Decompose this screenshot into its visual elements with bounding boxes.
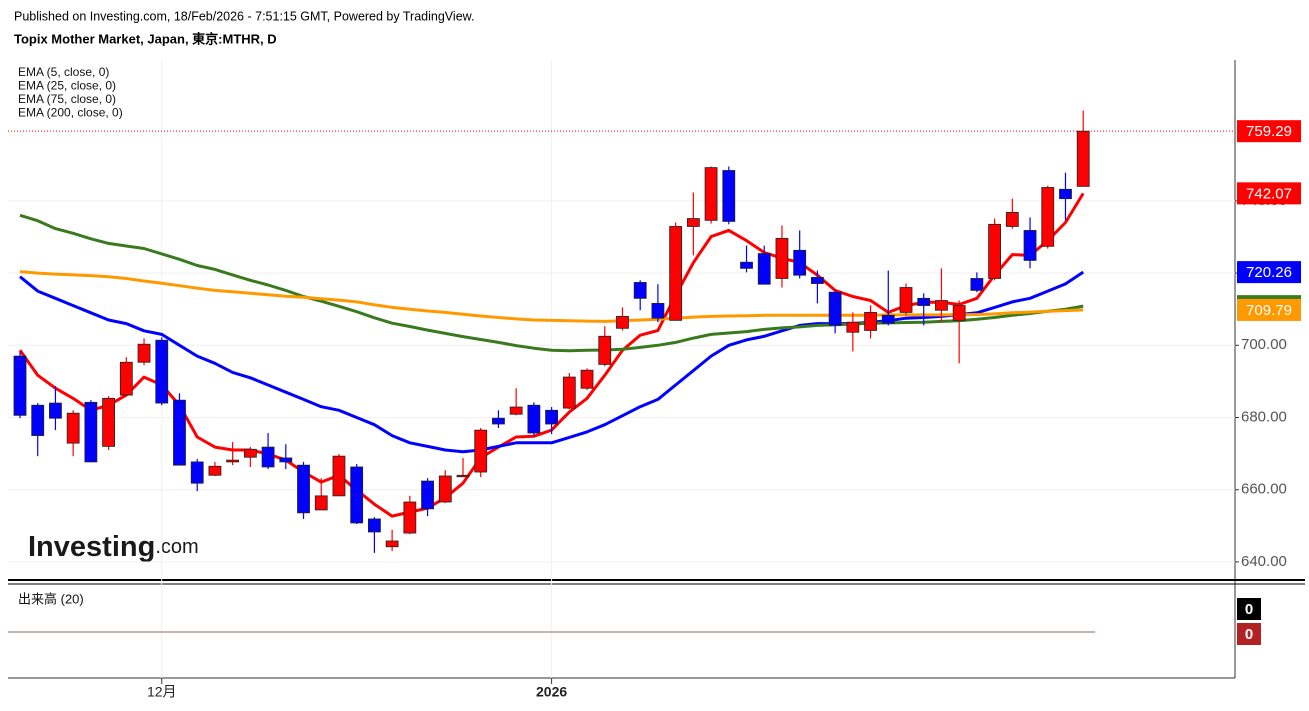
candle-body	[137, 343, 151, 363]
price-badge-label: 759.29	[1246, 123, 1292, 140]
candle-body	[421, 480, 434, 510]
candle-body	[509, 406, 523, 415]
price-badge	[1237, 298, 1301, 321]
price-badge-label: 720.26	[1246, 264, 1292, 281]
candle-body	[686, 218, 700, 227]
candle-body	[598, 335, 612, 365]
candle-body	[633, 282, 647, 299]
price-badge-label: 742.07	[1246, 185, 1292, 202]
candle-body	[438, 475, 452, 503]
candle-body	[1005, 211, 1019, 227]
candle-body	[740, 261, 753, 269]
candle-body	[616, 315, 629, 329]
candle-body	[314, 495, 328, 511]
volume-badge-label: 0	[1245, 626, 1253, 643]
ema-line	[19, 270, 1085, 454]
candles	[13, 110, 1090, 553]
volume-badge-label: 0	[1245, 601, 1253, 618]
candle-body	[988, 223, 1001, 279]
candle-body	[297, 464, 310, 514]
candle-body	[84, 401, 98, 463]
candle-body	[173, 399, 186, 466]
x-tick-label: 2026	[536, 684, 567, 700]
candle-body	[1023, 230, 1037, 261]
candle-body	[279, 457, 293, 463]
candle-body	[208, 465, 222, 476]
candle-body	[793, 249, 807, 276]
candle-body	[775, 237, 789, 279]
logo-suffix: .com	[155, 536, 198, 558]
candle-body	[492, 417, 505, 425]
candle-body	[332, 455, 346, 497]
candle-body	[669, 226, 683, 321]
x-tick-label: 12月	[147, 684, 177, 700]
candle-body	[1076, 130, 1090, 187]
candle-body	[899, 287, 913, 313]
candle-body	[66, 412, 80, 444]
candle-body	[527, 404, 541, 434]
candle-body	[562, 376, 576, 409]
candle-body	[226, 459, 240, 463]
candle-body	[1041, 187, 1055, 247]
candle-body	[935, 300, 948, 311]
candle-body	[456, 474, 470, 478]
price-badge	[1237, 182, 1301, 205]
candle-body	[881, 314, 895, 324]
candle-body	[580, 369, 594, 389]
candle-body	[403, 501, 417, 534]
candle-body	[811, 276, 824, 284]
candle-body	[757, 253, 771, 285]
price-badge	[1237, 120, 1301, 143]
candle-body	[704, 167, 718, 221]
labels: 640.00660.00680.00700.00720.00740.0012月2…	[18, 65, 1301, 700]
candle-body	[864, 312, 877, 331]
candle-body	[190, 461, 204, 484]
candle-body	[119, 361, 133, 396]
y-tick-label: 660.00	[1241, 481, 1287, 498]
candle-body	[350, 466, 364, 524]
published-note: Published on Investing.com, 18/Feb/2026 …	[14, 9, 474, 23]
candle-body	[722, 170, 736, 222]
y-tick-label: 640.00	[1241, 553, 1287, 570]
legend-entry: EMA (75, close, 0)	[18, 92, 116, 106]
candle-body	[49, 402, 62, 419]
candle-body	[385, 540, 399, 548]
logo: Investing.com	[28, 531, 199, 563]
candle-body	[828, 291, 842, 326]
candle-body	[846, 321, 860, 333]
candle-body	[261, 446, 275, 468]
candle-body	[31, 404, 45, 436]
candle-body	[970, 278, 984, 291]
volume-badge	[1237, 598, 1261, 620]
legend-entry: EMA (5, close, 0)	[18, 65, 109, 79]
volume-label: 出来高 (20)	[18, 591, 84, 606]
candle-body	[243, 448, 257, 458]
logo-name: Investing	[28, 531, 155, 563]
candle-body	[474, 429, 488, 473]
y-tick-label: 680.00	[1241, 408, 1287, 425]
y-tick-label: 700.00	[1241, 336, 1287, 353]
candle-body	[952, 305, 966, 321]
candle-body	[155, 339, 169, 404]
candle-body	[545, 409, 558, 425]
candle-body	[651, 302, 665, 319]
legend-entry: EMA (25, close, 0)	[18, 79, 116, 93]
candle-body	[102, 397, 115, 447]
volume-badge	[1237, 623, 1261, 645]
candle-body	[917, 297, 931, 306]
legend-entry: EMA (200, close, 0)	[18, 106, 123, 120]
chart-title: Topix Mother Market, Japan, 東京:MTHR, D	[14, 31, 277, 46]
price-badge	[1237, 261, 1301, 284]
ema-line	[19, 213, 1084, 353]
price-badge-label: 709.79	[1246, 302, 1292, 319]
candle-body	[367, 518, 381, 533]
candle-body	[1059, 188, 1072, 200]
candle-body	[13, 355, 27, 416]
